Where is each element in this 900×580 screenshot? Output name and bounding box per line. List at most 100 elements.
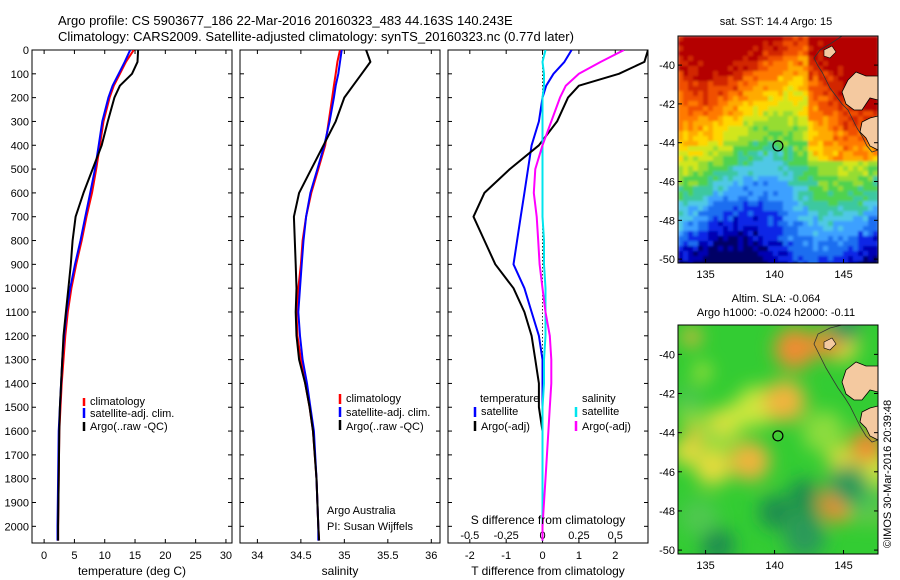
sst-cell — [788, 36, 794, 42]
sst-cell — [713, 101, 719, 107]
sst-cell — [738, 71, 744, 77]
sst-cell — [848, 251, 854, 257]
sst-cell — [838, 161, 844, 167]
sst-cell — [763, 36, 769, 42]
sst-cell — [803, 146, 809, 152]
sst-cell — [793, 91, 799, 97]
sst-cell — [798, 121, 804, 127]
sst-cell — [718, 186, 724, 192]
sst-cell — [763, 216, 769, 222]
depth-tick-label: 500 — [11, 164, 29, 176]
sst-cell — [698, 46, 704, 52]
sst-cell — [858, 41, 864, 47]
sst-cell — [833, 96, 839, 102]
sst-cell — [818, 256, 824, 262]
sst-cell — [678, 226, 684, 232]
sst-cell — [848, 161, 854, 167]
sst-cell — [848, 221, 854, 227]
sst-cell — [718, 161, 724, 167]
sst-cell — [753, 226, 759, 232]
sst-cell — [793, 216, 799, 222]
sst-cell — [753, 211, 759, 217]
sst-cell — [743, 66, 749, 72]
sst-land-main — [841, 71, 878, 111]
sst-cell — [738, 66, 744, 72]
sst-cell — [828, 91, 834, 97]
sst-cell — [678, 246, 684, 252]
sst-cell — [798, 86, 804, 92]
sst-cell — [698, 241, 704, 247]
sst-cell — [848, 66, 854, 72]
sst-cell — [853, 46, 859, 52]
sst-cell — [723, 236, 729, 242]
x-tick-label: 35 — [338, 550, 350, 562]
salinity-x-axis: 34 34.5 35 35.5 36 — [251, 50, 437, 562]
sst-cell — [698, 96, 704, 102]
sst-cell — [833, 206, 839, 212]
sst-cell — [758, 146, 764, 152]
sst-cell — [778, 196, 784, 202]
sst-cell — [683, 111, 689, 117]
sst-cell — [798, 256, 804, 262]
sst-cell — [773, 196, 779, 202]
sst-cell — [768, 211, 774, 217]
sst-cell — [823, 91, 829, 97]
sst-cell — [773, 226, 779, 232]
sst-cell — [748, 116, 754, 122]
sst-cell — [793, 126, 799, 132]
salinity-y-ticks — [240, 49, 440, 527]
sst-cell — [798, 231, 804, 237]
sst-cell — [728, 221, 734, 227]
sst-cell — [838, 261, 844, 263]
sst-cell — [763, 251, 769, 257]
sst-cell — [708, 166, 714, 172]
sst-cell — [858, 136, 864, 142]
sst-cell — [728, 51, 734, 57]
sst-cell — [703, 241, 709, 247]
sst-cell — [843, 106, 849, 112]
sst-cell — [808, 186, 814, 192]
sst-cell — [688, 186, 694, 192]
sst-cell — [813, 71, 819, 77]
sst-cell — [738, 121, 744, 127]
sst-cell — [688, 76, 694, 82]
sst-cell — [873, 191, 878, 197]
sst-cell — [828, 56, 834, 62]
sst-cell — [848, 56, 854, 62]
sst-cell — [758, 51, 764, 57]
sla-blob — [758, 495, 794, 530]
sst-cell — [708, 191, 714, 197]
sst-cell — [803, 256, 809, 262]
sst-cell — [808, 246, 814, 252]
sst-cell — [733, 176, 739, 182]
temperature-axes-frame — [31, 49, 233, 544]
sst-cell — [723, 141, 729, 147]
sst-cell — [833, 181, 839, 187]
sst-cell — [723, 161, 729, 167]
sst-cell — [833, 201, 839, 207]
sst-cell — [863, 171, 869, 177]
sst-cell — [713, 126, 719, 132]
sst-cell — [728, 226, 734, 232]
sst-cell — [758, 156, 764, 162]
sst-cell — [853, 61, 859, 67]
sst-cell — [703, 181, 709, 187]
sst-cell — [718, 241, 724, 247]
sst-cell — [823, 41, 829, 47]
sst-cell — [693, 146, 699, 152]
x-tick-label: -2 — [465, 550, 475, 562]
sst-cell — [758, 241, 764, 247]
sla-map-title-2: Argo h1000: -0.024 h2000: -0.11 — [697, 307, 855, 319]
map-y-tick-label: -44 — [659, 428, 675, 440]
sst-cell — [773, 261, 779, 263]
sst-cell — [698, 61, 704, 67]
sst-cell — [818, 136, 824, 142]
sst-cell — [763, 201, 769, 207]
sst-cell — [843, 251, 849, 257]
sst-cell — [803, 141, 809, 147]
sst-cell — [808, 106, 814, 112]
sst-cell — [808, 211, 814, 217]
sst-cell — [828, 126, 834, 132]
sst-cell — [783, 86, 789, 92]
sst-cell — [823, 81, 829, 87]
